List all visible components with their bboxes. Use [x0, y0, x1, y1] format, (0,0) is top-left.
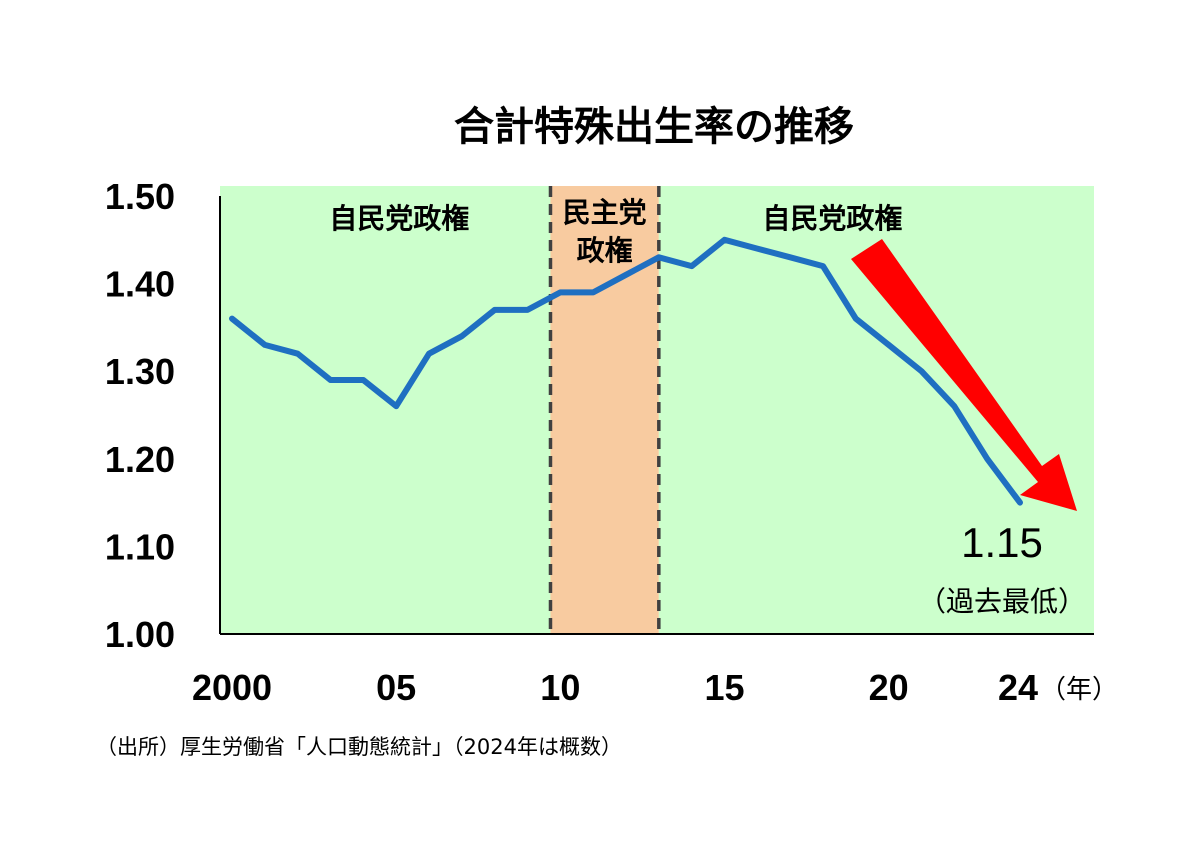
data-point	[232, 318, 233, 319]
data-point	[823, 266, 824, 267]
data-point	[527, 309, 528, 310]
data-point	[855, 318, 856, 319]
data-point	[757, 248, 758, 249]
data-point	[461, 336, 462, 337]
y-tick-label: 1.10	[105, 526, 175, 567]
x-tick-label: 2000	[192, 667, 272, 708]
series-line-1	[229, 236, 1023, 506]
x-tick-labels: 2000 05 10 15 20 24	[192, 667, 1038, 708]
data-point	[494, 309, 495, 310]
period-label-2-line-2: 政権	[577, 234, 633, 267]
data-point	[560, 292, 561, 293]
x-tick-label: 10	[540, 667, 580, 708]
last-value-label: 1.15	[961, 519, 1043, 566]
period-background-1	[220, 186, 551, 634]
period-backgrounds	[220, 186, 1094, 634]
x-tick-label: 24	[998, 667, 1038, 708]
y-tick-label: 1.50	[105, 176, 175, 217]
y-tick-label: 1.30	[105, 351, 175, 392]
x-tick-label: 05	[376, 667, 416, 708]
data-point	[363, 379, 364, 380]
data-point	[297, 353, 298, 354]
period-label-3-line-1: 自民党政権	[762, 202, 902, 235]
x-tick-label: 15	[704, 667, 744, 708]
data-point	[593, 292, 594, 293]
data-point	[790, 257, 791, 258]
period-background-2	[550, 186, 659, 634]
data-point	[264, 344, 265, 345]
data-point	[396, 406, 397, 407]
y-tick-label: 1.40	[105, 264, 175, 305]
downward-trend-arrow-icon	[851, 239, 1077, 511]
x-axis-unit: （年）	[1040, 675, 1118, 705]
data-point	[658, 257, 659, 258]
source-note: （出所）厚生労働省「人口動態統計」（2024年は概数）	[96, 735, 622, 759]
last-note-label: （過去最低）	[918, 585, 1086, 618]
data-point	[921, 371, 922, 372]
data-point	[429, 353, 430, 354]
data-point	[724, 239, 725, 240]
period-label-1-line-1: 自民党政権	[329, 202, 469, 235]
y-tick-label: 1.00	[105, 614, 175, 655]
data-point	[954, 406, 955, 407]
x-tick-label: 20	[869, 667, 909, 708]
chart-title: 合計特殊出生率の推移	[454, 104, 854, 150]
y-tick-label: 1.20	[105, 439, 175, 480]
data-point	[1020, 502, 1021, 503]
data-point	[888, 344, 889, 345]
data-point	[691, 266, 692, 267]
y-tick-labels: 1.00 1.10 1.20 1.30 1.40 1.50	[105, 176, 175, 655]
data-point	[330, 379, 331, 380]
period-label-2-line-1: 民主党	[563, 196, 647, 229]
data-point	[987, 458, 988, 459]
data-point	[626, 274, 627, 275]
series-group	[229, 236, 1023, 506]
